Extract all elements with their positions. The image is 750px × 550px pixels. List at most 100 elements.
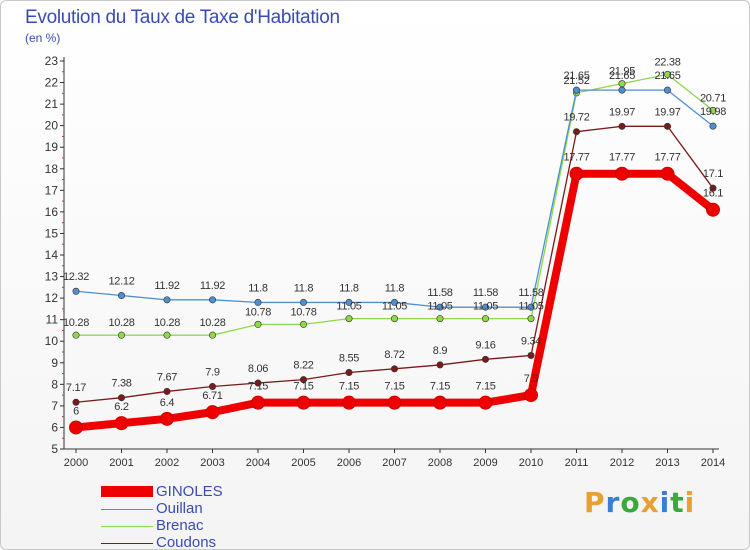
series-point	[299, 376, 307, 384]
legend-label-ginoles: GINOLES	[156, 483, 223, 500]
series-point	[709, 122, 717, 130]
y-tick-label: 21	[45, 97, 59, 111]
logo-letter: P	[584, 486, 606, 519]
series-point	[436, 361, 444, 369]
proxiti-logo: Proxiti	[584, 486, 695, 519]
x-tick-label: 2011	[565, 457, 589, 469]
data-label: 21.95	[609, 66, 635, 78]
data-label: 9.34	[521, 335, 541, 347]
y-tick-label: 20	[45, 119, 59, 133]
data-label: 7.15	[384, 381, 404, 393]
series-point	[618, 122, 626, 130]
data-label: 7.17	[66, 382, 86, 394]
series-point	[390, 298, 398, 306]
series-point	[160, 411, 174, 426]
series-point	[118, 331, 126, 339]
series-point	[209, 296, 217, 304]
series-point	[663, 70, 671, 78]
series-point	[709, 184, 717, 192]
data-label: 11.58	[427, 287, 452, 299]
x-tick-label: 2001	[109, 457, 133, 469]
y-tick-label: 19	[45, 140, 59, 154]
series-point	[163, 331, 171, 339]
series-point	[478, 395, 493, 410]
chart-title: Evolution du Taux de Taxe d'Habitation	[25, 7, 340, 28]
series-point	[663, 86, 671, 94]
data-label: 10.28	[154, 317, 180, 329]
series-point	[254, 320, 262, 328]
data-label: 19.97	[654, 106, 680, 118]
series-point	[481, 315, 489, 323]
data-label: 7.9	[205, 366, 220, 378]
data-label: 7.15	[475, 381, 495, 393]
x-tick-label: 2013	[655, 457, 679, 469]
data-label: 10.28	[63, 317, 89, 329]
data-label: 11.8	[248, 282, 268, 294]
x-tick-label: 2002	[155, 457, 179, 469]
series-point	[69, 420, 83, 435]
series-point	[209, 382, 217, 390]
data-label: 6.71	[202, 390, 222, 402]
data-label: 17.77	[654, 152, 680, 164]
legend-label-ouillan: Ouillan	[156, 500, 203, 517]
series-point	[481, 355, 489, 363]
data-label: 7.67	[157, 371, 177, 383]
data-label: 8.55	[339, 352, 359, 364]
data-label: 21.52	[563, 75, 589, 87]
data-label: 21.65	[563, 70, 589, 82]
series-point	[527, 303, 535, 311]
x-tick-label: 2000	[64, 457, 88, 469]
y-tick-label: 18	[45, 162, 59, 176]
y-tick-label: 22	[45, 76, 59, 90]
y-tick-label: 11	[46, 313, 59, 327]
data-label: 11.92	[154, 280, 179, 292]
series-point	[572, 128, 580, 136]
data-label: 16.1	[703, 188, 723, 200]
series-point	[527, 351, 535, 359]
data-label: 8.06	[248, 363, 268, 375]
series-point	[163, 387, 171, 395]
x-tick-label: 2012	[610, 457, 634, 469]
data-label: 22.38	[654, 56, 680, 68]
series-point	[481, 303, 489, 311]
logo-letter: i	[684, 486, 696, 519]
series-point	[569, 166, 584, 181]
y-tick-label: 10	[45, 334, 59, 348]
data-label: 11.8	[385, 282, 405, 294]
series-point	[114, 416, 129, 431]
data-label: 8.72	[384, 349, 404, 361]
series-point	[205, 405, 220, 420]
y-tick-label: 14	[45, 248, 59, 262]
series-point	[345, 368, 353, 376]
data-label: 6	[73, 405, 79, 417]
series-point	[345, 315, 353, 323]
series-point	[254, 379, 262, 387]
legend-swatch-ouillan	[101, 509, 153, 510]
data-label: 19.97	[609, 106, 635, 118]
data-label: 10.28	[199, 317, 225, 329]
x-tick-label: 2003	[200, 457, 224, 469]
series-point	[345, 298, 353, 306]
legend-swatch-brenac	[101, 526, 153, 527]
x-tick-label: 2004	[246, 457, 270, 469]
data-label: 7.38	[111, 378, 131, 390]
series-point	[118, 292, 126, 300]
data-label: 11.58	[473, 287, 498, 299]
series-point	[660, 166, 675, 181]
series-point	[72, 287, 80, 295]
data-label: 11.05	[473, 301, 498, 313]
y-tick-label: 7	[51, 399, 58, 413]
x-tick-label: 2006	[337, 457, 361, 469]
data-label: 10.78	[290, 306, 316, 318]
data-label: 7.15	[248, 381, 268, 393]
series-point	[254, 298, 262, 306]
series-point	[209, 331, 217, 339]
series-point	[390, 315, 398, 323]
y-tick-label: 9	[51, 356, 58, 370]
data-label: 21.65	[609, 70, 635, 82]
data-label: 11.05	[518, 301, 543, 313]
series-point	[72, 331, 80, 339]
y-tick-label: 23	[45, 54, 59, 68]
series-point	[299, 298, 307, 306]
